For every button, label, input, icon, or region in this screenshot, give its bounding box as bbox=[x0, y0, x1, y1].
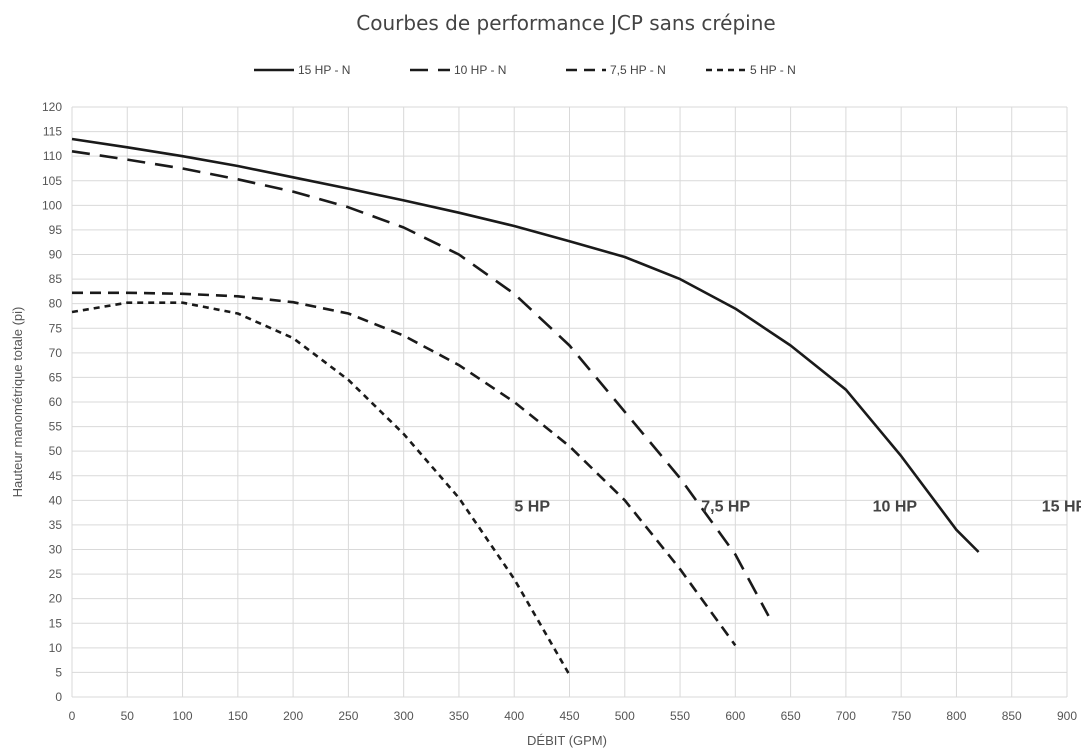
annotations: 5 HP 7,5 HP 10 HP 15 HP bbox=[514, 498, 1081, 515]
y-tick-label: 0 bbox=[55, 690, 62, 704]
y-tick-label: 15 bbox=[49, 616, 63, 630]
curve-annotation-1: 5 HP bbox=[514, 498, 550, 515]
series-line-1 bbox=[71, 137, 980, 553]
x-tick-label: 50 bbox=[121, 709, 135, 723]
x-tick-label: 600 bbox=[725, 709, 745, 723]
series-layer bbox=[71, 137, 980, 676]
x-tick-label: 450 bbox=[559, 709, 579, 723]
legend: 15 HP - N 10 HP - N 7,5 HP - N 5 HP - N bbox=[254, 63, 796, 77]
legend-label-3: 7,5 HP - N bbox=[610, 63, 666, 77]
grid bbox=[71, 106, 1068, 698]
y-tick-label: 20 bbox=[49, 592, 63, 606]
x-tick-label: 250 bbox=[338, 709, 358, 723]
x-tick-label: 850 bbox=[1002, 709, 1022, 723]
series-line-3 bbox=[72, 291, 737, 647]
x-tick-label: 0 bbox=[69, 709, 76, 723]
y-tick-label: 45 bbox=[49, 469, 63, 483]
chart-title: Courbes de performance JCP sans crépine bbox=[356, 11, 775, 35]
y-axis-label: Hauteur manométrique totale (pi) bbox=[10, 307, 25, 498]
x-tick-label: 400 bbox=[504, 709, 524, 723]
y-tick-label: 65 bbox=[49, 370, 63, 384]
x-axis-ticks: 0 50 100 150 200 250 300 350 400 450 500 550 600 650 7… bbox=[69, 709, 1078, 723]
x-tick-label: 700 bbox=[836, 709, 856, 723]
y-tick-label: 5 bbox=[55, 665, 62, 679]
x-tick-label: 150 bbox=[228, 709, 248, 723]
y-tick-label: 10 bbox=[49, 641, 63, 655]
y-tick-label: 40 bbox=[49, 493, 63, 507]
y-tick-label: 35 bbox=[49, 518, 63, 532]
y-tick-label: 110 bbox=[43, 149, 62, 163]
y-tick-label: 60 bbox=[49, 395, 63, 409]
x-tick-label: 300 bbox=[394, 709, 414, 723]
x-tick-label: 900 bbox=[1057, 709, 1077, 723]
y-tick-label: 50 bbox=[49, 444, 63, 458]
curve-annotation-2: 7,5 HP bbox=[701, 498, 750, 515]
x-tick-label: 500 bbox=[615, 709, 635, 723]
x-tick-label: 550 bbox=[670, 709, 690, 723]
x-axis-label: DÉBIT (GPM) bbox=[527, 733, 607, 748]
curve-annotation-4: 15 HP bbox=[1042, 498, 1081, 515]
curve-annotation-3: 10 HP bbox=[873, 498, 918, 515]
x-tick-label: 200 bbox=[283, 709, 303, 723]
y-axis-ticks: 0 5 10 15 20 25 30 35 40 45 50 55 60 65 70 75 80 85 90 95 10… bbox=[42, 100, 62, 704]
legend-label-4: 5 HP - N bbox=[750, 63, 796, 77]
x-tick-label: 800 bbox=[946, 709, 966, 723]
y-tick-label: 85 bbox=[49, 272, 63, 286]
y-tick-label: 75 bbox=[49, 321, 63, 335]
y-tick-label: 105 bbox=[42, 174, 62, 188]
y-tick-label: 115 bbox=[43, 125, 62, 139]
legend-label-2: 10 HP - N bbox=[454, 63, 506, 77]
x-tick-label: 100 bbox=[173, 709, 193, 723]
series-line-4 bbox=[71, 301, 571, 676]
y-tick-label: 80 bbox=[49, 297, 63, 311]
series-line-2 bbox=[71, 150, 770, 617]
legend-label-1: 15 HP - N bbox=[298, 63, 350, 77]
y-tick-label: 120 bbox=[42, 100, 62, 114]
y-tick-label: 100 bbox=[42, 198, 62, 212]
x-tick-label: 750 bbox=[891, 709, 911, 723]
y-tick-label: 95 bbox=[49, 223, 63, 237]
x-tick-label: 350 bbox=[449, 709, 469, 723]
y-tick-label: 30 bbox=[49, 543, 63, 557]
x-tick-label: 650 bbox=[781, 709, 801, 723]
y-tick-label: 25 bbox=[49, 567, 63, 581]
y-tick-label: 90 bbox=[49, 248, 63, 262]
y-tick-label: 55 bbox=[49, 420, 63, 434]
y-tick-label: 70 bbox=[49, 346, 63, 360]
